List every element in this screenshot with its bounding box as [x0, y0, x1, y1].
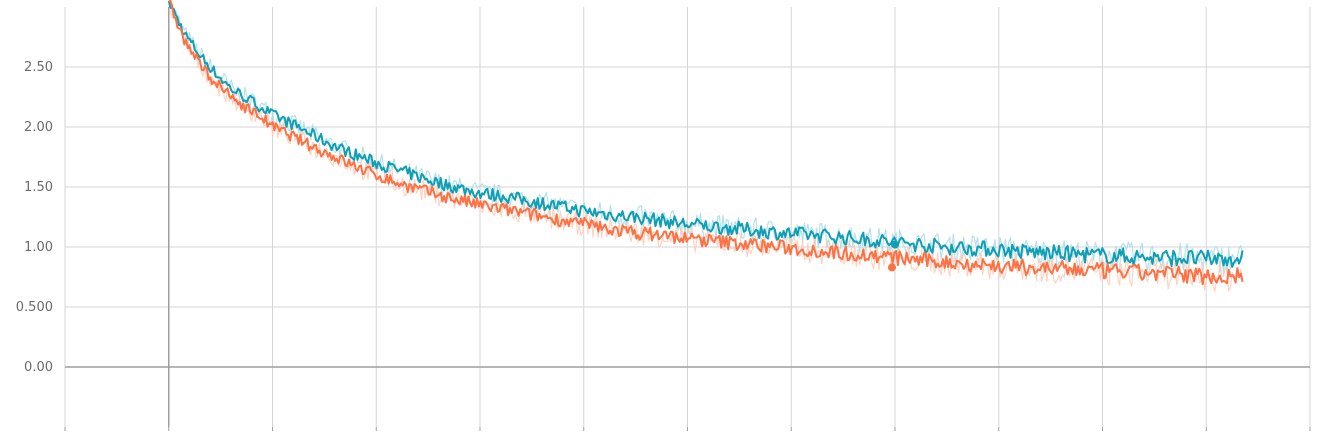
series-0-smoothed-line [167, 0, 1244, 268]
y-tick-label: 1.00 [24, 240, 53, 255]
grid [64, 7, 1311, 427]
smoothed-series-layer [167, 0, 1244, 286]
y-tick-labels: 0.00 0.500 1.00 1.50 2.00 2.50 [16, 60, 53, 375]
series-1-hover-point [888, 263, 896, 272]
y-tick-label: 0.00 [24, 360, 53, 375]
raw-series-layer [168, 0, 1244, 292]
hover-marker-layer [888, 240, 899, 272]
y-tick-label: 2.00 [24, 120, 53, 135]
y-tick-label: 2.50 [24, 60, 53, 75]
y-tick-label: 1.50 [24, 180, 53, 195]
axes [64, 7, 1311, 431]
series-1-raw-line [168, 0, 1244, 292]
series-0-raw-line [168, 3, 1244, 275]
series-1-smoothed-line [168, 0, 1244, 286]
y-tick-label: 0.500 [16, 300, 53, 315]
series-0-hover-point [891, 240, 899, 249]
